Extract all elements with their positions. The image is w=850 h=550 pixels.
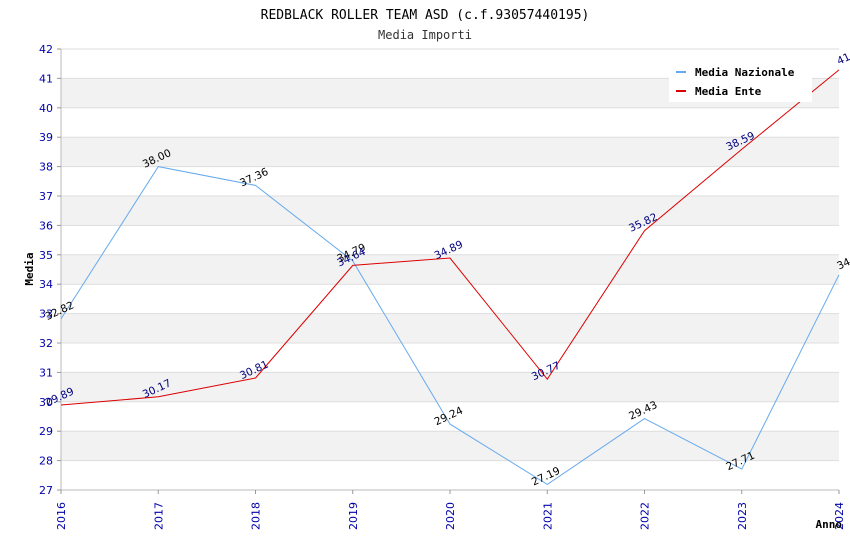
y-tick-label: 35: [39, 249, 53, 262]
y-tick-label: 34: [39, 278, 53, 291]
plot-band: [61, 343, 839, 373]
chart-title: REDBLACK ROLLER TEAM ASD (c.f.9305744019…: [261, 8, 590, 23]
y-tick-label: 41: [39, 72, 53, 85]
x-axis-title: Anno: [816, 518, 843, 531]
x-tick-label: 2020: [444, 502, 457, 530]
x-tick-label: 2019: [347, 502, 360, 530]
y-tick-label: 40: [39, 102, 53, 115]
x-axis-ticks: 2016 2017 2018 2019 2020 2021 2022 2023 2024: [55, 490, 846, 530]
plot-band: [61, 196, 839, 226]
x-tick-label: 2024: [833, 502, 846, 530]
legend-box: [669, 59, 812, 102]
x-tick-label: 2016: [55, 502, 68, 530]
plot-band: [61, 460, 839, 490]
y-tick-label: 36: [39, 219, 53, 232]
series-line-2: [60, 69, 840, 406]
y-tick-label: 38: [39, 161, 53, 174]
series-lines: [60, 69, 840, 485]
plot-band: [61, 313, 839, 343]
y-tick-label: 37: [39, 190, 53, 203]
plot-band: [61, 431, 839, 461]
plot-band: [61, 166, 839, 196]
x-tick-label: 2021: [541, 502, 554, 530]
y-axis-ticks: 27 28 29 30 31 32 33 34 35 36 37 38 39 40 41 42: [39, 43, 61, 497]
plot-band: [61, 107, 839, 138]
plot-background: [61, 49, 839, 490]
y-tick-label: 42: [39, 43, 53, 56]
legend-entry: Media Nazionale: [695, 66, 795, 79]
y-tick-label: 32: [39, 337, 53, 350]
y-tick-label: 31: [39, 366, 53, 379]
legend-entry: Media Ente: [695, 85, 762, 98]
y-axis-title: Media: [23, 252, 36, 285]
plot-band: [61, 284, 839, 314]
y-tick-label: 28: [39, 455, 53, 468]
x-tick-label: 2023: [736, 502, 749, 530]
plot-band: [61, 254, 839, 285]
y-tick-label: 39: [39, 131, 53, 144]
plot-band: [61, 372, 839, 402]
y-tick-label: 30: [39, 396, 53, 409]
plot-band: [61, 137, 839, 167]
plot-band: [61, 401, 839, 432]
legend: Media Nazionale Media Ente: [669, 59, 812, 102]
chart-subtitle: Media Importi: [378, 28, 472, 42]
x-tick-label: 2022: [639, 502, 652, 530]
series-line-1: [60, 166, 840, 485]
y-tick-label: 29: [39, 425, 53, 438]
x-tick-label: 2018: [250, 502, 263, 530]
x-tick-label: 2017: [152, 502, 165, 530]
y-tick-label: 33: [39, 308, 53, 321]
y-tick-label: 27: [39, 484, 53, 497]
plot-band: [61, 225, 839, 255]
